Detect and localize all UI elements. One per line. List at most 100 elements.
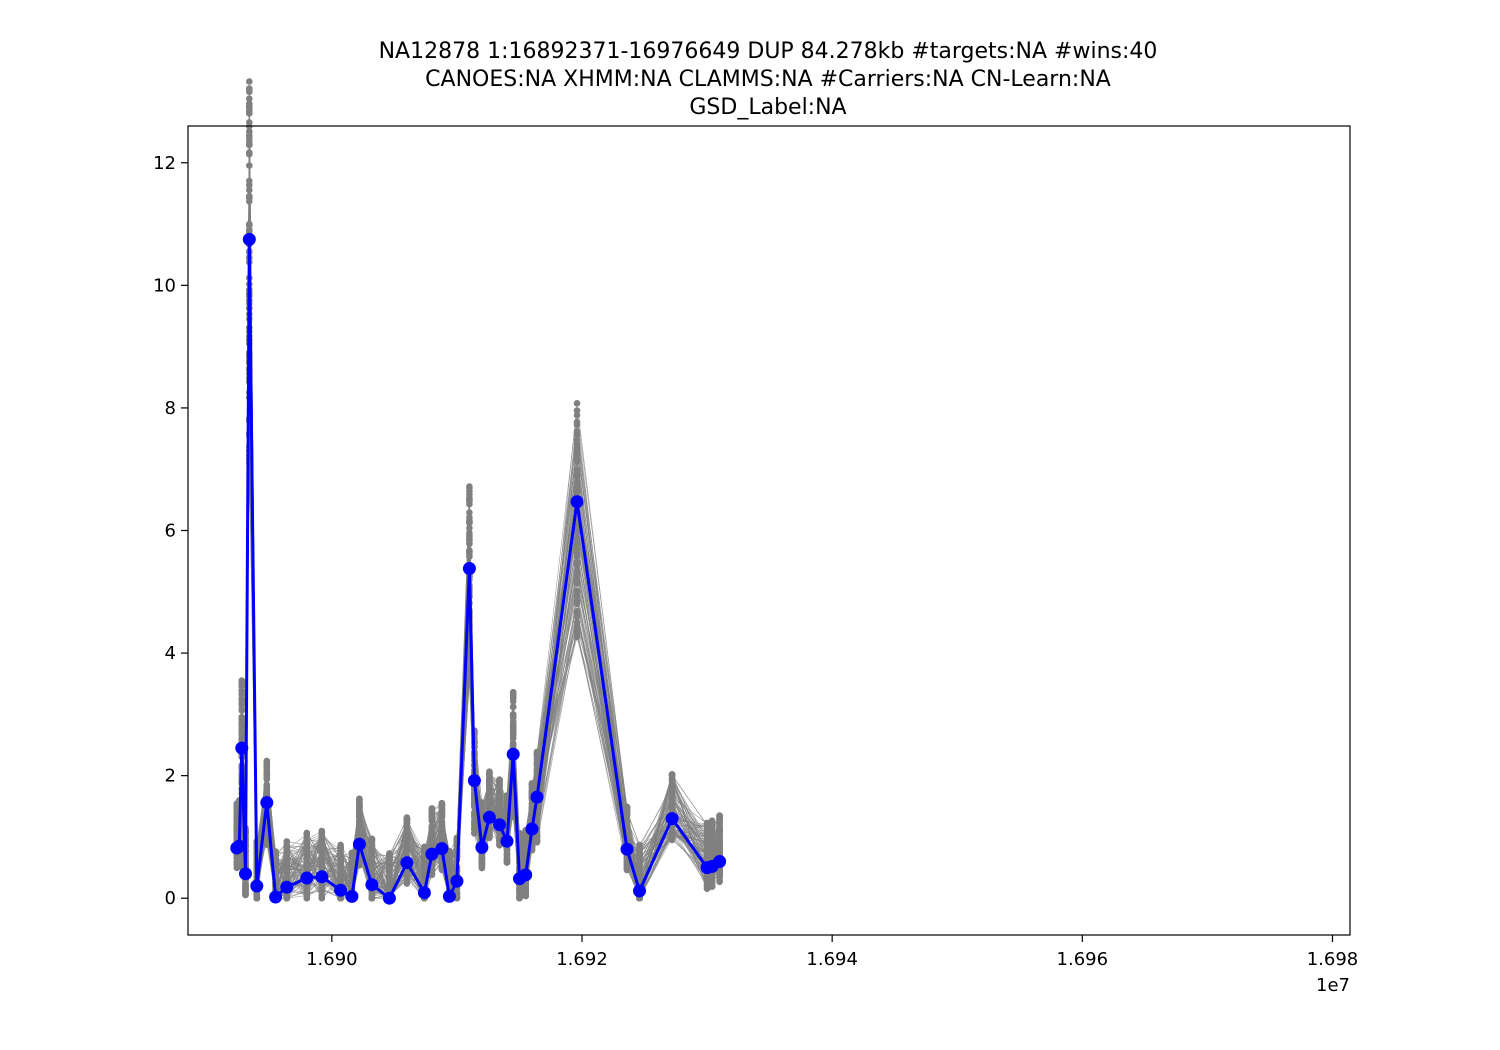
highlight-point [633,884,646,898]
x-tick-label: 1.690 [306,949,358,970]
background-sample-point [573,411,581,419]
background-sample-point [246,162,253,169]
background-sample-point [368,861,376,869]
background-sample-point [466,547,473,554]
highlight-point [260,796,274,810]
highlight-point [467,774,481,788]
background-sample-point [573,545,581,553]
background-sample-point [238,680,246,687]
background-sample-point [283,872,291,880]
background-sample-point [703,851,711,859]
background-sample-point [496,812,503,820]
background-sample-point [246,220,253,228]
background-sample-point [668,828,676,836]
highlight-line [235,239,721,902]
background-sample-point [573,600,581,607]
background-sample-point [708,821,716,829]
highlight-point [570,495,584,509]
background-sample-point [703,840,711,847]
background-sample-point [348,867,356,875]
background-sample-point [356,825,363,833]
background-sample-point [421,868,428,876]
background-sample-point [708,876,716,883]
background-sample-point [386,850,393,858]
background-sample-point [337,869,344,876]
background-sample-point [708,849,716,857]
background-sample-point [466,483,473,490]
background-sample-point [236,858,243,866]
highlight-point [442,889,456,903]
background-sample-point [348,854,356,861]
background-sample-point [708,835,716,842]
background-sample-point [303,836,311,843]
highlight-point [493,818,506,832]
highlight-point [425,847,439,861]
y-tick-label: 4 [165,643,176,664]
background-sample-point [573,472,581,480]
background-sample-point [703,822,711,829]
background-sample-point [703,882,711,889]
background-sample-point [573,622,581,630]
background-sample-point [668,795,676,802]
background-sample-point [446,859,453,866]
background-sample-point [283,838,291,845]
background-sample-point [486,791,493,799]
background-sample-point [573,478,581,486]
background-sample-point [516,885,523,893]
highlight-point [500,834,514,848]
highlight-point [665,812,679,826]
background-sample-point [716,818,723,826]
highlight-point [417,886,431,900]
background-sample-point [446,868,453,876]
background-sample-point [272,848,279,855]
background-sample-point [478,859,486,867]
background-sample-point [368,837,376,845]
background-sample-point [509,703,517,710]
background-sample-point [486,805,493,812]
background-sample-point [573,440,581,448]
background-sample-point [428,813,436,821]
chart-title-line-1: NA12878 1:16892371-16976649 DUP 84.278kb… [379,39,1158,64]
x-tick-label: 1.694 [806,949,858,970]
background-sample-point [386,866,393,874]
background-sample-point [716,847,723,855]
background-sample-point [471,816,478,824]
background-sample-point [337,846,344,853]
y-tick-label: 10 [153,275,176,296]
background-sample-point [428,835,436,842]
y-axis: 0 2 4 6 8 10 12 [153,153,188,909]
chart-title-line-3: GSD_Label:NA [689,95,846,120]
background-sample-point [573,529,581,536]
background-sample-point [337,857,344,865]
background-sample-point [356,818,363,825]
background-sample-point [636,859,643,867]
background-sample-point [403,834,411,841]
highlight-point [530,790,544,804]
background-sample-point [263,759,271,766]
background-sample-point [496,779,503,786]
background-sample-point [509,691,517,699]
highlight-point [519,868,533,882]
background-sample-point [509,718,517,725]
background-sample-point [466,517,473,524]
highlight-point [620,842,634,856]
background-sample-point [509,742,517,749]
background-sample-point [503,855,511,863]
background-sample-point [303,847,311,855]
background-sample-point [533,767,541,774]
background-sample-point [503,850,511,858]
background-sample-point [466,524,473,532]
background-sample-point [573,400,581,407]
background-sample-point [337,862,344,870]
background-sample-point [703,876,711,884]
highlight-point [280,880,294,894]
background-sample-point [421,858,428,865]
background-sample-point [318,830,326,837]
background-sample-point [623,809,631,816]
background-sample-point [303,859,311,866]
background-sample-point [438,837,446,844]
highlight-point [365,878,379,892]
background-sample-point [348,861,356,869]
background-sample-point [573,418,581,426]
